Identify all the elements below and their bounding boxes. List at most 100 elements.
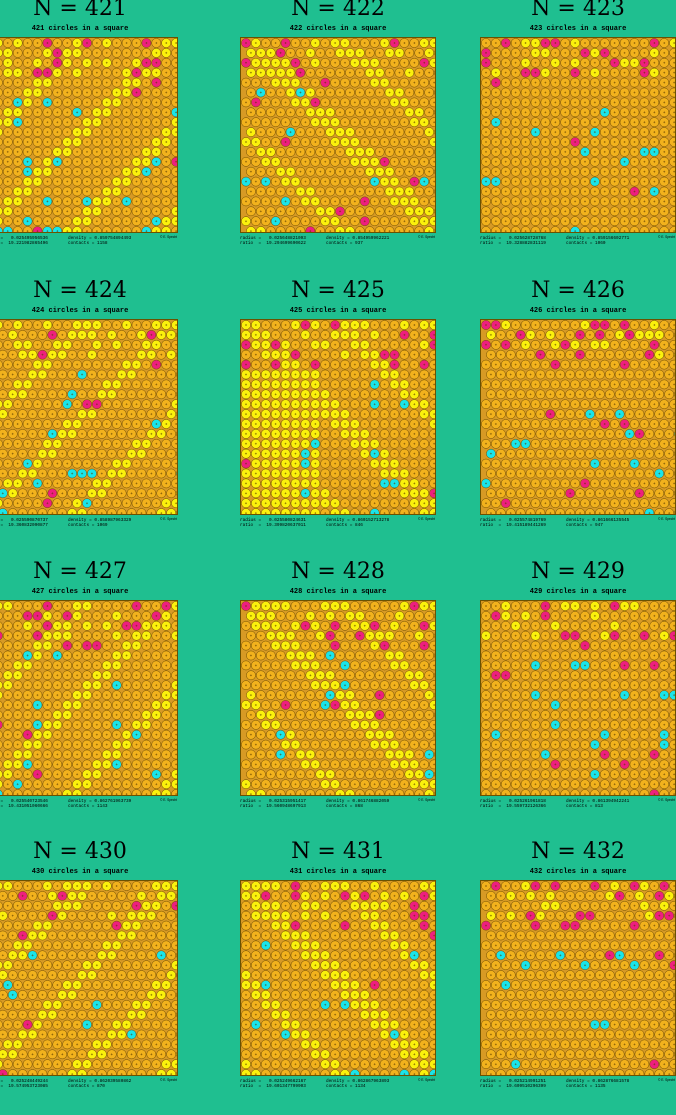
packed-circle: [674, 489, 675, 498]
packed-circle: [434, 187, 435, 196]
packed-circle: [0, 459, 3, 468]
packed-circle: [674, 509, 675, 515]
packed-circle: [674, 410, 675, 419]
radius-ratio-text: radius = 0.025648821093 ratio = 19.29469…: [240, 236, 306, 246]
packed-circle: [0, 380, 3, 389]
panel-caption: 424 circles in a square: [0, 307, 178, 315]
packing-panel: N = 421 421 circles in a square radius = 0…: [0, 0, 178, 272]
radius-ratio-text: radius = 0.025574819769 ratio = 19.41518…: [480, 518, 546, 528]
circle-square: [0, 37, 178, 233]
packed-circle: [674, 330, 675, 339]
packed-circle: [0, 479, 3, 488]
packed-circle: [0, 227, 3, 233]
density-contacts-text: density = 0.860152713278 contacts = 846: [326, 518, 389, 528]
packed-circle: [0, 98, 3, 107]
packed-circle: [0, 68, 3, 77]
contacts-text: contacts = 1158: [68, 241, 108, 246]
packed-circle: [0, 621, 3, 630]
panel-caption: 426 circles in a square: [480, 307, 676, 315]
packed-circle: [0, 38, 3, 47]
panel-title: N = 426: [480, 278, 676, 303]
packing-panel: N = 422 422 circles in a square radius = 0…: [240, 0, 436, 272]
panel-title: N = 425: [240, 278, 436, 303]
packed-circle: [0, 419, 3, 428]
contacts-text: contacts = 1069: [68, 523, 108, 528]
packed-circle: [0, 128, 3, 137]
packed-circle: [0, 340, 3, 349]
circle-square: [480, 319, 676, 515]
credit-text: © E. Specht: [658, 518, 675, 522]
radius-ratio-text: radius = 0.025495956536 ratio = 19.22198…: [0, 236, 48, 246]
packed-circle: [0, 58, 3, 67]
ratio-text: ratio = 19.328882831119: [480, 241, 546, 246]
credit-text: © E. Specht: [160, 518, 177, 522]
packed-circle: [434, 108, 435, 117]
credit-text: © E. Specht: [418, 518, 435, 522]
packed-circle: [434, 167, 435, 176]
packed-circle: [0, 137, 3, 146]
panel-caption: 425 circles in a square: [240, 307, 436, 315]
packed-circle: [0, 48, 3, 57]
packing-drawing: [0, 601, 177, 795]
panel-title: N = 421: [0, 0, 178, 21]
packed-circle: [176, 429, 177, 438]
packed-circle: [0, 177, 3, 186]
packed-circle: [176, 370, 177, 379]
packed-circle: [674, 390, 675, 399]
packed-circle: [176, 489, 177, 498]
packing-drawing: [241, 38, 435, 232]
packed-circle: [176, 469, 177, 478]
circle-square: [240, 37, 436, 233]
packed-circle: [0, 78, 3, 87]
packing-drawing: [0, 320, 177, 514]
packed-circle: [0, 167, 3, 176]
packed-circle: [176, 449, 177, 458]
packed-circle: [674, 350, 675, 359]
panel-caption: 421 circles in a square: [0, 25, 178, 33]
packed-circle: [0, 108, 3, 117]
ratio-text: ratio = 19.294699690622: [240, 241, 306, 246]
credit-text: © E. Specht: [658, 236, 675, 240]
packed-circle: [434, 147, 435, 156]
packed-circle: [0, 217, 3, 226]
packed-circle: [674, 469, 675, 478]
density-contacts-text: density = 0.859156602771 contacts = 1060: [566, 236, 629, 246]
packed-circle: [0, 187, 3, 196]
packed-circle: [0, 439, 3, 448]
packing-drawing: [481, 320, 675, 514]
density-contacts-text: density = 0.861666135545 contacts = 947: [566, 518, 629, 528]
radius-ratio-text: radius = 0.025628728768 ratio = 19.32888…: [480, 236, 546, 246]
packed-circle: [0, 197, 3, 206]
packed-circle: [0, 360, 3, 369]
credit-text: © E. Specht: [418, 236, 435, 240]
radius-ratio-text: radius = 0.025590870737 ratio = 19.36083…: [0, 518, 48, 528]
panel-caption: 423 circles in a square: [480, 25, 676, 33]
ratio-text: ratio = 19.399820637011: [240, 523, 306, 528]
ratio-text: ratio = 19.221982865496: [0, 241, 48, 246]
density-contacts-text: density = 0.854959962221 contacts = 937: [326, 236, 389, 246]
packed-circle: [0, 147, 3, 156]
density-contacts-text: density = 0.859754894493 contacts = 1158: [68, 236, 131, 246]
panel-title: N = 422: [240, 0, 436, 21]
packed-circle: [0, 88, 3, 97]
circle-square: [0, 600, 178, 796]
panel-caption: 422 circles in a square: [240, 25, 436, 33]
packed-circle: [674, 429, 675, 438]
packed-circle: [0, 320, 3, 329]
contacts-text: contacts = 947: [566, 523, 603, 528]
packed-circle: [0, 118, 3, 127]
panel-caption: 427 circles in a square: [0, 588, 178, 596]
packed-circle: [434, 207, 435, 216]
packed-circle: [0, 499, 3, 508]
packed-circle: [0, 601, 3, 610]
panel-title: N = 423: [480, 0, 676, 21]
packing-drawing: [481, 38, 675, 232]
contacts-text: contacts = 846: [326, 523, 363, 528]
packed-circle: [674, 449, 675, 458]
circle-square: [0, 319, 178, 515]
packed-circle: [434, 48, 435, 57]
